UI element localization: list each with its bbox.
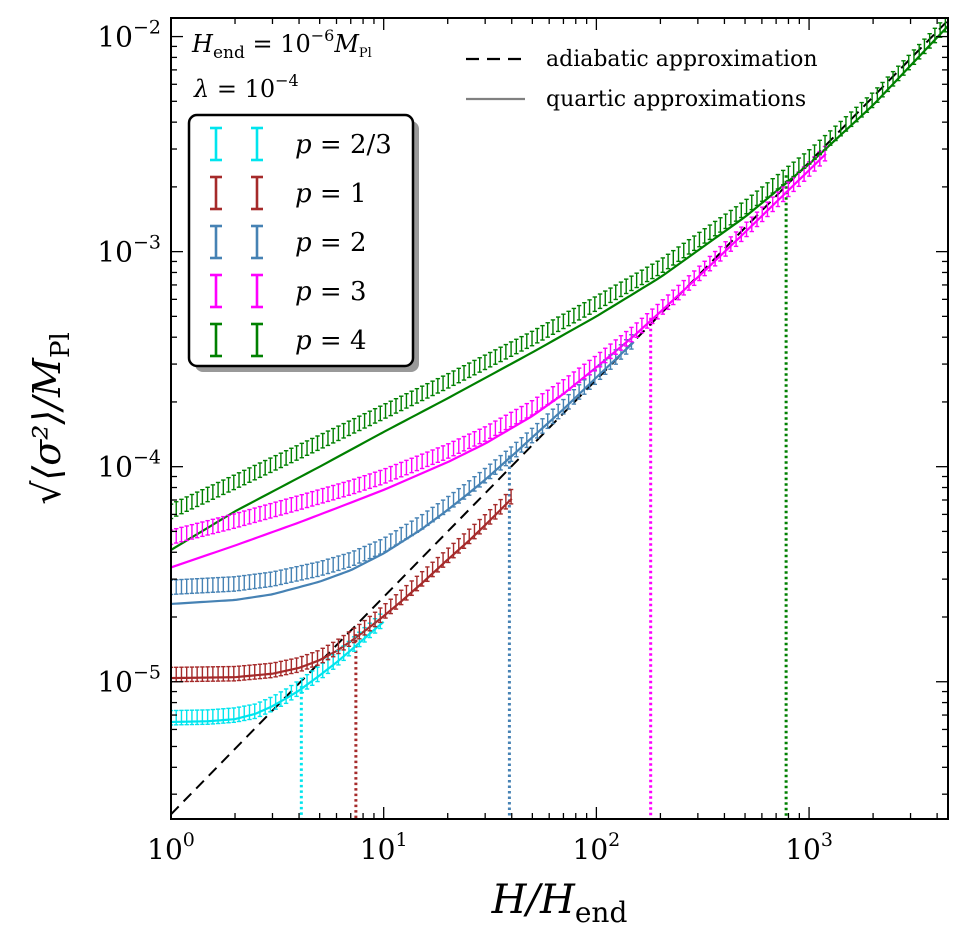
legend: p = 2/3 p = 1 p = 2 p = 3 p = 4 <box>187 113 419 372</box>
y-tick-label: 10−5 <box>97 662 161 699</box>
hend-annotation: Hend = 10−6MPl <box>191 26 372 63</box>
x-tick-label: 102 <box>573 829 621 866</box>
legend-series-label: p = 2/3 <box>295 130 392 160</box>
errorbar-series <box>171 18 948 520</box>
legend-series-label: p = 3 <box>295 277 367 307</box>
annotations: Hend = 10−6MPl λ = 10−4 adiabatic approxim… <box>191 26 818 112</box>
x-axis-label: H/Hend <box>491 877 628 929</box>
adiabatic-line <box>171 19 948 815</box>
legend-adiabatic-label: adiabatic approximation <box>546 47 818 72</box>
legend-series-label: p = 2 <box>295 228 367 258</box>
legend-series-label: p = 1 <box>295 179 367 209</box>
x-tick-label: 103 <box>785 829 833 866</box>
quartic-line <box>171 497 513 680</box>
legend-box <box>187 113 415 368</box>
x-tick-label: 101 <box>360 829 408 866</box>
x-tick-label: 100 <box>147 829 195 866</box>
quartic-line <box>171 25 948 551</box>
legend-quartic-label: quartic approximations <box>546 87 806 112</box>
lambda-annotation: λ = 10−4 <box>193 71 299 103</box>
y-axis-label: √⟨σ²⟩/MPl <box>25 332 76 505</box>
errorbar-series <box>171 145 828 546</box>
y-tick-label: 10−4 <box>97 447 161 484</box>
plot-frame <box>170 17 949 820</box>
axes: 100 101 102 103 10−5 10−4 10−3 10−2 H/Hend √⟨σ²⟩/… <box>25 17 949 929</box>
legend-series-label: p = 4 <box>295 326 367 356</box>
quartic-line <box>171 153 827 569</box>
y-tick-label: 10−3 <box>97 232 161 269</box>
y-tick-label: 10−2 <box>97 17 161 54</box>
